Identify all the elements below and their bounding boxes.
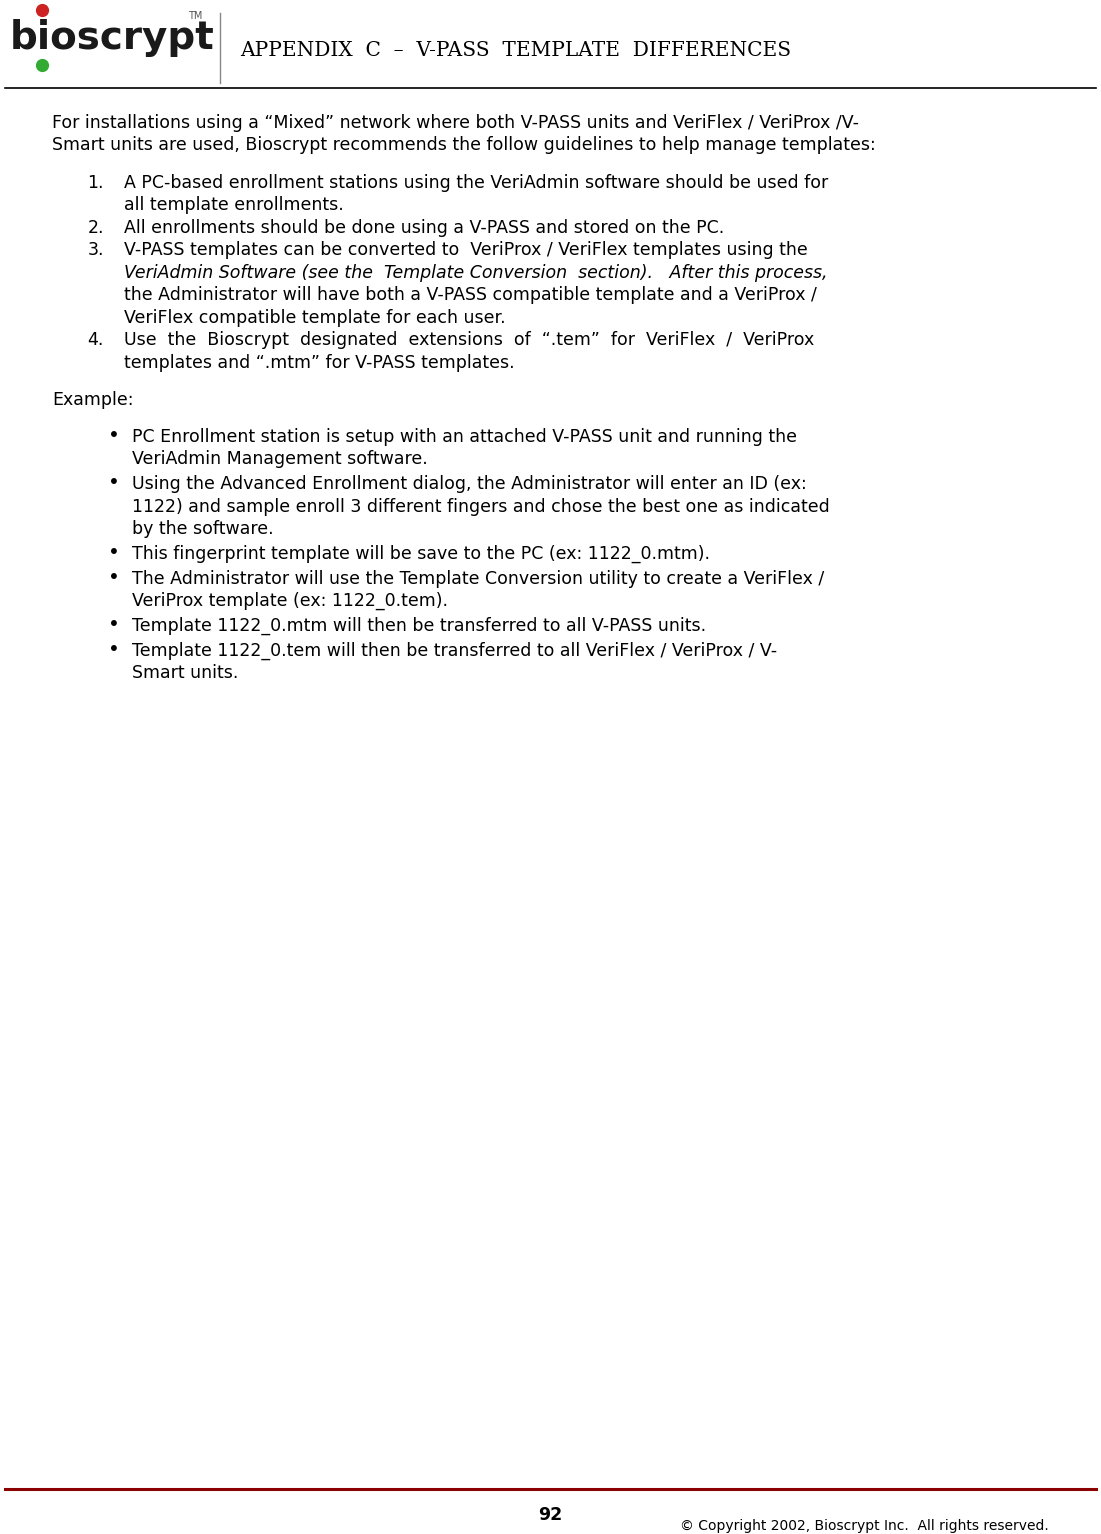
Text: PC Enrollment station is setup with an attached V-PASS unit and running the: PC Enrollment station is setup with an a…: [132, 428, 797, 446]
Text: 1.: 1.: [87, 173, 103, 192]
Text: •: •: [108, 426, 120, 445]
Text: Smart units.: Smart units.: [132, 664, 239, 683]
Text: •: •: [108, 568, 120, 586]
Text: •: •: [108, 543, 120, 561]
Text: 3.: 3.: [87, 241, 103, 259]
Text: © Copyright 2002, Bioscrypt Inc.  All rights reserved.: © Copyright 2002, Bioscrypt Inc. All rig…: [680, 1519, 1049, 1532]
Text: V-PASS templates can be converted to  VeriProx / VeriFlex templates using the: V-PASS templates can be converted to Ver…: [124, 241, 808, 259]
Text: This fingerprint template will be save to the PC (ex: 1122_0.mtm).: This fingerprint template will be save t…: [132, 545, 710, 563]
Text: by the software.: by the software.: [132, 520, 274, 538]
Text: The Administrator will use the Template Conversion utility to create a VeriFlex : The Administrator will use the Template …: [132, 569, 825, 588]
Text: Smart units are used, Bioscrypt recommends the follow guidelines to help manage : Smart units are used, Bioscrypt recommen…: [52, 137, 875, 155]
Text: VeriAdmin Management software.: VeriAdmin Management software.: [132, 451, 428, 468]
Text: Template 1122_0.mtm will then be transferred to all V-PASS units.: Template 1122_0.mtm will then be transfe…: [132, 617, 706, 635]
Text: APPENDIX  C  –  V-PASS  TEMPLATE  DIFFERENCES: APPENDIX C – V-PASS TEMPLATE DIFFERENCES: [240, 40, 792, 60]
Text: VeriAdmin Software (see the  Template Conversion  section).   After this process: VeriAdmin Software (see the Template Con…: [124, 264, 828, 282]
Text: the Administrator will have both a V-PASS compatible template and a VeriProx /: the Administrator will have both a V-PAS…: [124, 287, 817, 304]
Text: 92: 92: [538, 1506, 563, 1523]
Text: all template enrollments.: all template enrollments.: [124, 196, 344, 215]
Text: bioscrypt: bioscrypt: [10, 18, 215, 57]
Text: All enrollments should be done using a V-PASS and stored on the PC.: All enrollments should be done using a V…: [124, 219, 724, 236]
Text: •: •: [108, 615, 120, 634]
Text: 1122) and sample enroll 3 different fingers and chose the best one as indicated: 1122) and sample enroll 3 different fing…: [132, 497, 830, 515]
Text: Example:: Example:: [52, 391, 133, 408]
Text: For installations using a “Mixed” network where both V-PASS units and VeriFlex /: For installations using a “Mixed” networ…: [52, 114, 859, 132]
Text: •: •: [108, 640, 120, 658]
Text: Template 1122_0.tem will then be transferred to all VeriFlex / VeriProx / V-: Template 1122_0.tem will then be transfe…: [132, 641, 777, 660]
Text: A PC-based enrollment stations using the VeriAdmin software should be used for: A PC-based enrollment stations using the…: [124, 173, 828, 192]
Text: 4.: 4.: [88, 331, 103, 350]
Text: 2.: 2.: [87, 219, 103, 236]
Text: TM: TM: [188, 11, 203, 21]
Text: Using the Advanced Enrollment dialog, the Administrator will enter an ID (ex:: Using the Advanced Enrollment dialog, th…: [132, 476, 807, 492]
Text: VeriProx template (ex: 1122_0.tem).: VeriProx template (ex: 1122_0.tem).: [132, 592, 448, 611]
Text: Use  the  Bioscrypt  designated  extensions  of  “.tem”  for  VeriFlex  /  VeriP: Use the Bioscrypt designated extensions …: [124, 331, 815, 350]
Text: VeriFlex compatible template for each user.: VeriFlex compatible template for each us…: [124, 308, 505, 327]
Text: •: •: [108, 472, 120, 492]
Text: templates and “.mtm” for V-PASS templates.: templates and “.mtm” for V-PASS template…: [124, 354, 514, 371]
